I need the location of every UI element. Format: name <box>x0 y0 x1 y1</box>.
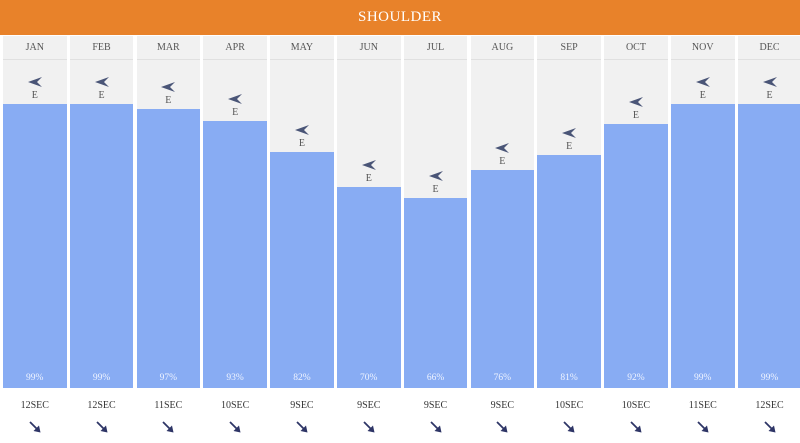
wind-arrow-icon <box>294 125 309 136</box>
bar-value-label: 81% <box>560 373 578 383</box>
month-column-jul: JUL 66% E <box>403 36 468 388</box>
swell-period-label: 12SEC <box>87 400 116 411</box>
swell-direction-arrow-icon <box>29 421 41 433</box>
wind-arrow-icon <box>161 82 176 93</box>
month-column-oct: OCT 92% E <box>604 36 668 388</box>
swell-period-label: 11SEC <box>688 400 717 411</box>
consistency-bar: 99% <box>3 103 67 388</box>
wind-direction-label: E <box>98 89 105 101</box>
wind-arrow-icon <box>495 142 510 153</box>
wind-direction-label: E <box>298 138 305 150</box>
month-label: NOV <box>671 36 735 60</box>
swell-direction-arrow-icon <box>162 421 174 433</box>
wind-arrow-icon <box>428 171 443 182</box>
wind-direction-label: E <box>232 106 239 118</box>
month-column-feb: FEB 99% E <box>69 36 134 388</box>
month-column-jun: JUN 70% E <box>337 36 401 388</box>
swell-direction-arrow-icon <box>630 421 642 433</box>
bar-value-label: 97% <box>159 373 178 383</box>
swell-period-label: 9SEC <box>290 400 314 411</box>
month-label: JAN <box>3 36 67 60</box>
month-label: JUN <box>337 36 401 60</box>
wind-arrow-icon <box>94 76 109 87</box>
swell-direction-arrow-icon <box>95 421 108 433</box>
bar-value-label: 66% <box>426 373 445 383</box>
bar-value-label: 92% <box>627 373 645 383</box>
consistency-bar: 92% <box>604 123 668 388</box>
wind-arrow-icon <box>695 76 710 87</box>
swell-direction-arrow-icon <box>363 421 375 433</box>
month-label: DEC <box>737 36 800 60</box>
month-column-dec: DEC 99% E <box>737 36 800 388</box>
bar-value-label: 70% <box>360 373 378 383</box>
wind-direction-label: E <box>566 141 573 153</box>
chart-title-banner: SHOULDER <box>0 0 800 35</box>
month-column-sep: SEP 81% E <box>537 36 601 388</box>
bar-value-label: 99% <box>92 373 111 383</box>
wind-arrow-icon <box>562 128 577 139</box>
consistency-bar: 99% <box>737 103 800 388</box>
wind-direction-label: E <box>699 89 706 101</box>
swell-period-label: 11SEC <box>154 400 183 411</box>
consistency-bar: 99% <box>671 103 735 388</box>
wind-arrow-icon <box>27 76 42 87</box>
wind-direction-label: E <box>165 95 172 107</box>
month-label: SEP <box>537 36 601 60</box>
consistency-bar: 97% <box>136 109 201 388</box>
month-label: JUL <box>403 36 468 60</box>
month-column-nov: NOV 99% E <box>671 36 735 388</box>
consistency-bar: 66% <box>403 198 468 388</box>
consistency-bar: 99% <box>69 103 134 388</box>
month-column-mar: MAR 97% E <box>136 36 201 388</box>
swell-period-label: 10SEC <box>554 400 584 411</box>
month-column-may: MAY 82% E <box>270 36 334 388</box>
swell-period-label: 9SEC <box>490 400 515 411</box>
month-label: FEB <box>69 36 134 60</box>
wind-direction-label: E <box>632 109 639 121</box>
chart-title: SHOULDER <box>357 9 442 25</box>
month-label: MAY <box>270 36 334 60</box>
swell-direction-arrow-icon <box>697 421 709 433</box>
wind-arrow-icon <box>628 96 643 107</box>
month-column-aug: AUG 76% E <box>470 36 535 388</box>
bar-value-label: 76% <box>493 373 512 383</box>
consistency-bar: 70% <box>337 186 401 388</box>
month-label: AUG <box>470 36 535 60</box>
swell-direction-arrow-icon <box>229 421 241 433</box>
swell-period-label: 10SEC <box>621 400 651 411</box>
swell-period-label: 9SEC <box>423 400 448 411</box>
wind-direction-label: E <box>365 172 372 184</box>
wind-direction-label: E <box>499 155 506 167</box>
swell-direction-arrow-icon <box>763 421 776 433</box>
wind-arrow-icon <box>762 76 777 87</box>
consistency-bar: 81% <box>537 155 601 388</box>
swell-period-label: 10SEC <box>220 400 250 411</box>
month-column-apr: APR 93% E <box>203 36 267 388</box>
month-label: OCT <box>604 36 668 60</box>
bar-value-label: 93% <box>226 373 244 383</box>
bar-value-label: 82% <box>293 373 311 383</box>
swell-direction-arrow-icon <box>496 421 508 433</box>
bar-value-label: 99% <box>694 373 712 383</box>
month-label: MAR <box>136 36 201 60</box>
wind-direction-label: E <box>766 89 773 101</box>
swell-period-label: 9SEC <box>357 400 381 411</box>
wind-arrow-icon <box>228 93 243 104</box>
consistency-bar: 93% <box>203 120 267 388</box>
swell-direction-arrow-icon <box>296 421 308 433</box>
swell-direction-arrow-icon <box>429 421 442 433</box>
wind-direction-label: E <box>31 89 38 101</box>
month-label: APR <box>203 36 267 60</box>
month-columns: JAN 99% E FEB 99% E MAR 97% E APR 93% E MAY 82% E JUN 70… <box>0 36 800 388</box>
wind-arrow-icon <box>361 159 376 170</box>
month-column-jan: JAN 99% E <box>3 36 67 388</box>
swell-period-label: 12SEC <box>20 400 49 411</box>
consistency-bar: 82% <box>270 152 334 388</box>
bar-value-label: 99% <box>26 373 44 383</box>
swell-direction-arrow-icon <box>563 421 575 433</box>
wind-direction-label: E <box>432 184 439 196</box>
swell-period-label: 12SEC <box>755 400 784 411</box>
bar-value-label: 99% <box>760 373 779 383</box>
consistency-bar: 76% <box>470 169 535 388</box>
